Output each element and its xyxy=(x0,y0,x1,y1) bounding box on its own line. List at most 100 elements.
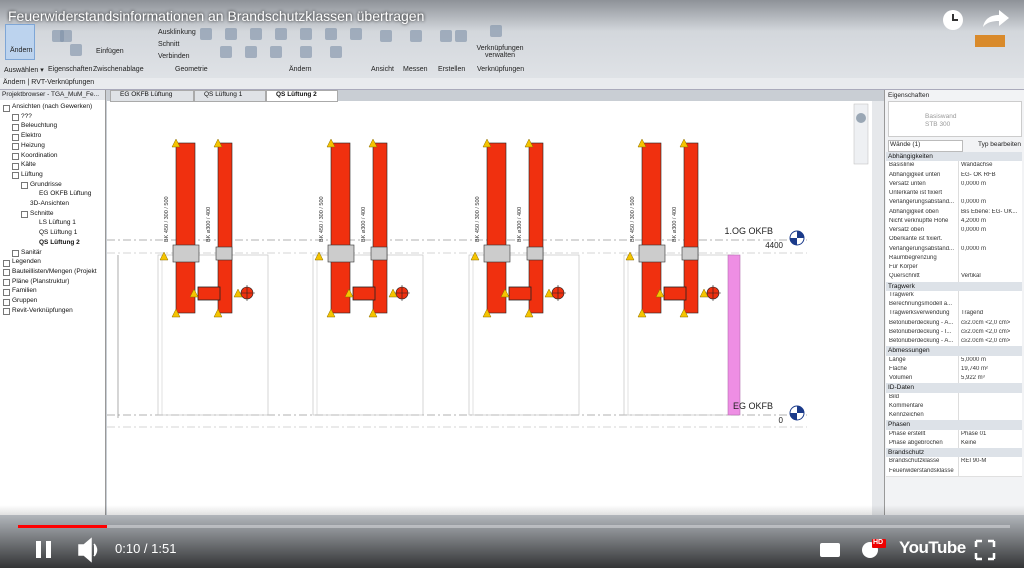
property-value[interactable]: c≥2.0cm <2,0 cm> xyxy=(961,328,1011,335)
property-value[interactable]: Wandachse xyxy=(961,162,993,169)
property-value[interactable]: 0,0000 m xyxy=(961,227,987,233)
edit-type-button[interactable]: Typ bearbeiten xyxy=(978,141,1022,148)
view-tab[interactable]: QS Lüftung 1 xyxy=(204,91,243,98)
tree-toggle[interactable] xyxy=(12,133,19,141)
tree-item[interactable]: Lüftung xyxy=(21,170,43,178)
ribbon-button[interactable]: Ausklinkung xyxy=(158,29,196,36)
tree-item[interactable]: LS Lüftung 1 xyxy=(39,219,76,227)
tree-item[interactable]: EG OKFB Lüftung xyxy=(39,190,92,198)
ribbon-icon[interactable] xyxy=(455,30,467,42)
view-tab-bg[interactable] xyxy=(266,90,338,102)
ribbon-icon[interactable] xyxy=(325,28,337,40)
tree-item[interactable]: Beleuchtung xyxy=(21,122,58,130)
tree-item[interactable]: Sanitär xyxy=(21,248,42,256)
tree-item[interactable]: Elektro xyxy=(21,132,42,140)
ribbon-button[interactable]: Verbinden xyxy=(158,53,190,60)
ribbon-icon[interactable] xyxy=(380,30,392,42)
property-value[interactable]: EG- OK RFB xyxy=(961,171,996,178)
property-value[interactable]: Vertikal xyxy=(961,273,981,280)
ribbon-button[interactable]: Verknüpfungen verwalten xyxy=(476,45,524,59)
tree-toggle[interactable] xyxy=(12,153,19,160)
property-value[interactable]: 19,740 m² xyxy=(961,365,989,372)
ribbon-icon[interactable] xyxy=(220,46,232,58)
tree-toggle[interactable] xyxy=(12,123,19,131)
tree-toggle[interactable] xyxy=(21,182,28,190)
tree-item[interactable]: Revit-Verknüpfungen xyxy=(12,306,73,314)
tree-item[interactable]: Ansichten (nach Gewerken) xyxy=(12,103,93,110)
tree-toggle[interactable] xyxy=(12,114,19,122)
property-value[interactable]: 5,0000 m xyxy=(961,356,987,363)
instance-selector[interactable] xyxy=(888,140,963,152)
tree-item[interactable]: Bauteillisten/Mengen (Projekt xyxy=(12,267,97,275)
property-section[interactable]: Brandschutz xyxy=(888,449,925,456)
ribbon-icon[interactable] xyxy=(275,28,287,40)
ribbon-icon[interactable] xyxy=(270,46,282,58)
ribbon-icon[interactable] xyxy=(200,28,212,40)
property-value[interactable]: 0,0000 m xyxy=(961,180,987,187)
tree-toggle[interactable] xyxy=(12,172,19,180)
property-value[interactable]: Keine xyxy=(961,439,977,446)
pause-bar[interactable] xyxy=(46,541,51,558)
property-value[interactable]: Bis Ebene: EG- UK... xyxy=(961,208,1018,215)
volume-icon[interactable] xyxy=(78,537,98,563)
property-section[interactable]: Abhängigkeiten xyxy=(888,153,933,160)
view-tab-bg[interactable] xyxy=(194,90,266,102)
tree-toggle[interactable] xyxy=(12,162,19,170)
subtitles-icon[interactable] xyxy=(820,543,840,557)
property-value[interactable]: 5,922 m³ xyxy=(961,375,985,381)
tree-item[interactable]: Gruppen xyxy=(12,297,38,304)
ribbon-icon[interactable] xyxy=(440,30,452,42)
tree-item[interactable]: 3D-Ansichten xyxy=(30,200,70,207)
ribbon-icon[interactable] xyxy=(70,44,82,56)
progress-track[interactable] xyxy=(18,525,1010,528)
property-section[interactable]: Tragwerk xyxy=(888,282,915,290)
share-icon[interactable] xyxy=(983,10,1009,27)
tree-item[interactable]: QS Lüftung 2 xyxy=(39,238,80,246)
ribbon-icon[interactable] xyxy=(300,28,312,40)
pause-bar[interactable] xyxy=(36,541,41,558)
property-value[interactable]: REI 90-M xyxy=(961,458,987,465)
property-value[interactable]: Phase 01 xyxy=(961,430,987,437)
property-section[interactable]: Phasen xyxy=(888,421,911,429)
ribbon-icon[interactable] xyxy=(410,30,422,42)
tree-item[interactable]: Familien xyxy=(12,287,37,295)
tree-item[interactable]: Legenden xyxy=(12,258,41,266)
tree-toggle[interactable] xyxy=(3,104,10,112)
ribbon-icon[interactable] xyxy=(225,28,237,40)
property-value[interactable]: 0,0000 m xyxy=(961,245,987,252)
tree-item[interactable]: Koordination xyxy=(21,151,58,159)
property-value[interactable]: 0,0000 m xyxy=(961,199,987,206)
ribbon-button[interactable]: Einfügen xyxy=(96,48,124,55)
ribbon-button[interactable]: Schnitt xyxy=(158,41,180,48)
tree-toggle[interactable] xyxy=(3,259,10,267)
tree-item[interactable]: ??? xyxy=(21,112,32,120)
ribbon-icon[interactable] xyxy=(490,25,502,37)
type-selector[interactable] xyxy=(888,101,1022,137)
property-section[interactable]: ID-Daten xyxy=(888,384,915,392)
tree-item[interactable]: Heizung xyxy=(21,141,45,149)
modify-button-bg[interactable] xyxy=(5,24,35,60)
channel-logo[interactable] xyxy=(975,35,1005,47)
property-value[interactable]: c≥2.0cm <2,0 cm> xyxy=(961,338,1011,344)
property-section[interactable]: Abmessungen xyxy=(888,347,930,355)
tree-toggle[interactable] xyxy=(3,269,10,277)
ribbon-icon[interactable] xyxy=(330,46,342,58)
ribbon-button[interactable]: Ändern xyxy=(10,47,33,54)
ribbon-icon[interactable] xyxy=(245,46,257,58)
tree-toggle[interactable] xyxy=(3,298,10,306)
property-value[interactable]: Tragend xyxy=(961,310,984,317)
tree-toggle[interactable] xyxy=(21,211,28,219)
fullscreen-icon[interactable] xyxy=(974,539,996,561)
tree-item[interactable]: QS Lüftung 1 xyxy=(39,229,78,237)
tree-item[interactable]: Pläne (Planstruktur) xyxy=(12,277,70,285)
tree-toggle[interactable] xyxy=(12,250,19,257)
video-title[interactable]: Feuerwiderstandsinformationen an Brandsc… xyxy=(8,8,425,24)
property-value[interactable]: 4,2000 m xyxy=(961,217,987,224)
tree-toggle[interactable] xyxy=(3,279,10,287)
tree-item[interactable]: Kälte xyxy=(21,161,36,169)
view-tab-bg[interactable] xyxy=(110,90,194,102)
tree-toggle[interactable] xyxy=(3,308,10,316)
view-tab[interactable]: QS Lüftung 2 xyxy=(276,91,317,98)
ribbon-icon[interactable] xyxy=(250,28,262,40)
tree-toggle[interactable] xyxy=(3,288,10,296)
